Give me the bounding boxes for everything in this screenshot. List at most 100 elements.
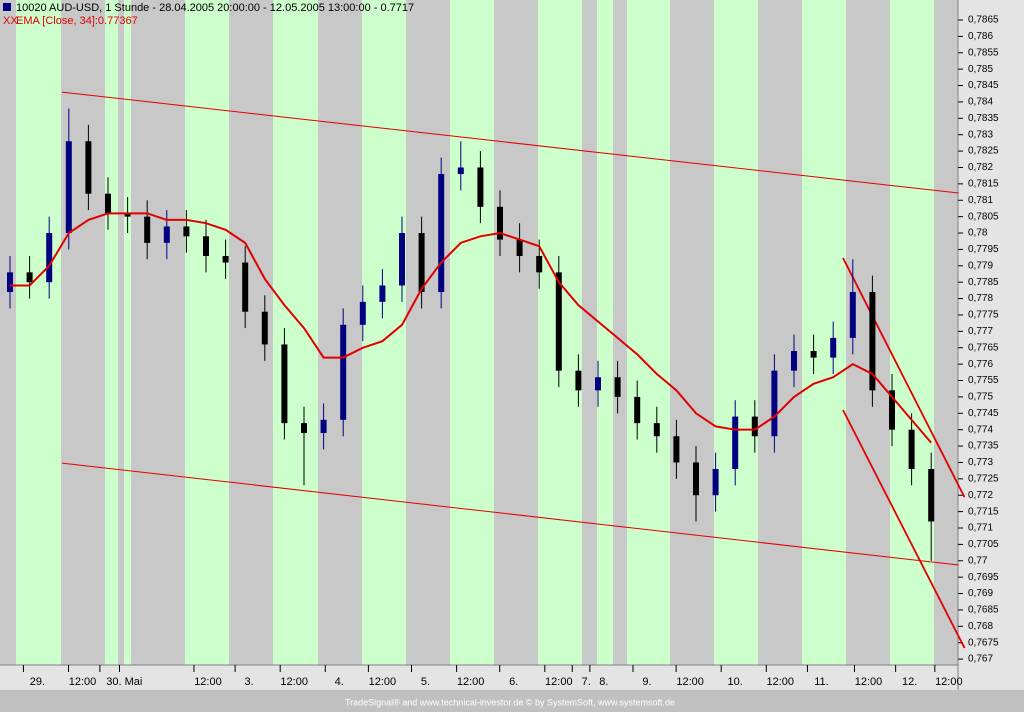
x-tick-label: 12. xyxy=(902,676,917,688)
trend-line xyxy=(61,91,959,194)
candle-body xyxy=(320,419,327,433)
x-tick-label: 12:00 xyxy=(545,676,573,688)
candle-body xyxy=(673,436,680,463)
candle-body xyxy=(301,423,307,433)
candle-body xyxy=(46,233,53,283)
candle-body xyxy=(242,262,249,312)
x-tick-label: 12:00 xyxy=(369,676,397,688)
candle-body xyxy=(634,396,641,424)
candle-body xyxy=(614,377,621,397)
x-tick-label: 9. xyxy=(642,676,651,688)
x-tick-label: 5. xyxy=(421,676,430,688)
y-tick-label: 0,783 xyxy=(968,129,993,140)
session-band xyxy=(890,0,934,665)
y-tick-label: 0,7675 xyxy=(968,637,999,648)
y-tick-label: 0,7825 xyxy=(968,146,999,157)
session-band xyxy=(185,0,229,665)
candle-body xyxy=(791,351,797,371)
y-tick-label: 0,78 xyxy=(968,228,988,239)
y-tick-label: 0,7765 xyxy=(968,342,999,353)
y-tick-label: 0,779 xyxy=(968,260,993,271)
y-tick-label: 0,7805 xyxy=(968,211,999,222)
candle-body xyxy=(222,255,229,263)
x-tick-label: 12:00 xyxy=(194,676,222,688)
trend-line xyxy=(61,462,959,566)
y-tick-label: 0,778 xyxy=(968,293,993,304)
candle-body xyxy=(7,272,13,293)
y-tick-label: 0,782 xyxy=(968,162,993,173)
candle-body xyxy=(65,141,72,234)
candle-body xyxy=(732,416,739,470)
candle-body xyxy=(497,206,503,240)
candle-body xyxy=(908,429,915,470)
y-tick-label: 0,784 xyxy=(968,97,993,108)
candle-body xyxy=(751,416,758,437)
x-tick-label: 12:00 xyxy=(767,676,795,688)
session-band xyxy=(450,0,494,665)
x-tick-label: 4. xyxy=(335,676,344,688)
legend-icon: XX xyxy=(3,15,18,27)
y-tick-label: 0,776 xyxy=(968,359,993,370)
candle-body xyxy=(418,233,425,293)
session-band xyxy=(627,0,670,665)
candle-body xyxy=(203,236,209,256)
y-tick-label: 0,771 xyxy=(968,523,993,534)
candle-body xyxy=(595,377,601,391)
y-tick-label: 0,7745 xyxy=(968,408,999,419)
session-band xyxy=(16,0,61,665)
candle-body xyxy=(810,351,817,358)
chart-title: 10020 AUD-USD, 1 Stunde - 28.04.2005 20:… xyxy=(16,2,414,14)
candle-body xyxy=(124,213,131,217)
session-band xyxy=(714,0,758,665)
y-tick-label: 0,7725 xyxy=(968,473,999,484)
candle-body xyxy=(281,344,288,424)
y-tick-label: 0,7795 xyxy=(968,244,999,255)
x-tick-label: 11. xyxy=(814,676,828,688)
candle-body xyxy=(928,469,935,522)
candle-body xyxy=(555,272,562,371)
candle-body xyxy=(340,324,347,420)
x-tick-label: 12:00 xyxy=(676,676,704,688)
candle-body xyxy=(359,301,366,325)
x-tick-label: 3. xyxy=(245,676,254,688)
y-tick-label: 0,7685 xyxy=(968,605,999,616)
x-tick-label: 10. xyxy=(728,676,743,688)
x-tick-label: 8. xyxy=(599,676,608,688)
plot-layer: 0,767 0,7675 0,768 0,7685 0,769 0,7695 0,77 0,7… xyxy=(7,15,999,688)
x-tick-label: Mai xyxy=(125,676,143,688)
candle-body xyxy=(163,226,170,243)
legend-icon xyxy=(3,3,11,11)
candle-body xyxy=(575,370,582,391)
y-tick-label: 0,77 xyxy=(968,555,988,566)
x-tick-label: 7. xyxy=(582,676,591,688)
x-tick-label: 29. xyxy=(30,676,45,688)
candle-body xyxy=(183,226,190,237)
candle-body xyxy=(105,193,111,214)
candle-body xyxy=(516,239,523,256)
y-tick-label: 0,7855 xyxy=(968,47,999,58)
candle-body xyxy=(693,462,699,496)
y-tick-label: 0,768 xyxy=(968,621,993,632)
y-tick-label: 0,7695 xyxy=(968,572,999,583)
candle-body xyxy=(712,469,719,496)
y-tick-label: 0,7845 xyxy=(968,80,999,91)
y-tick-label: 0,7835 xyxy=(968,113,999,124)
y-tick-label: 0,7865 xyxy=(968,15,999,26)
y-tick-label: 0,7775 xyxy=(968,310,999,321)
candle-body xyxy=(771,370,778,437)
y-tick-label: 0,7755 xyxy=(968,375,999,386)
y-tick-label: 0,7815 xyxy=(968,179,999,190)
candle-body xyxy=(144,216,151,243)
candle-body xyxy=(438,174,445,293)
candle-body xyxy=(536,255,543,273)
candle-body xyxy=(869,292,876,391)
session-band xyxy=(362,0,406,665)
y-tick-label: 0,774 xyxy=(968,424,993,435)
session-band xyxy=(597,0,613,665)
footer-text: TradeSignal® and www.technical-investor.… xyxy=(345,697,675,707)
trend-line xyxy=(842,257,966,498)
x-tick-label: 30. xyxy=(106,676,121,688)
candle-body xyxy=(849,292,856,338)
